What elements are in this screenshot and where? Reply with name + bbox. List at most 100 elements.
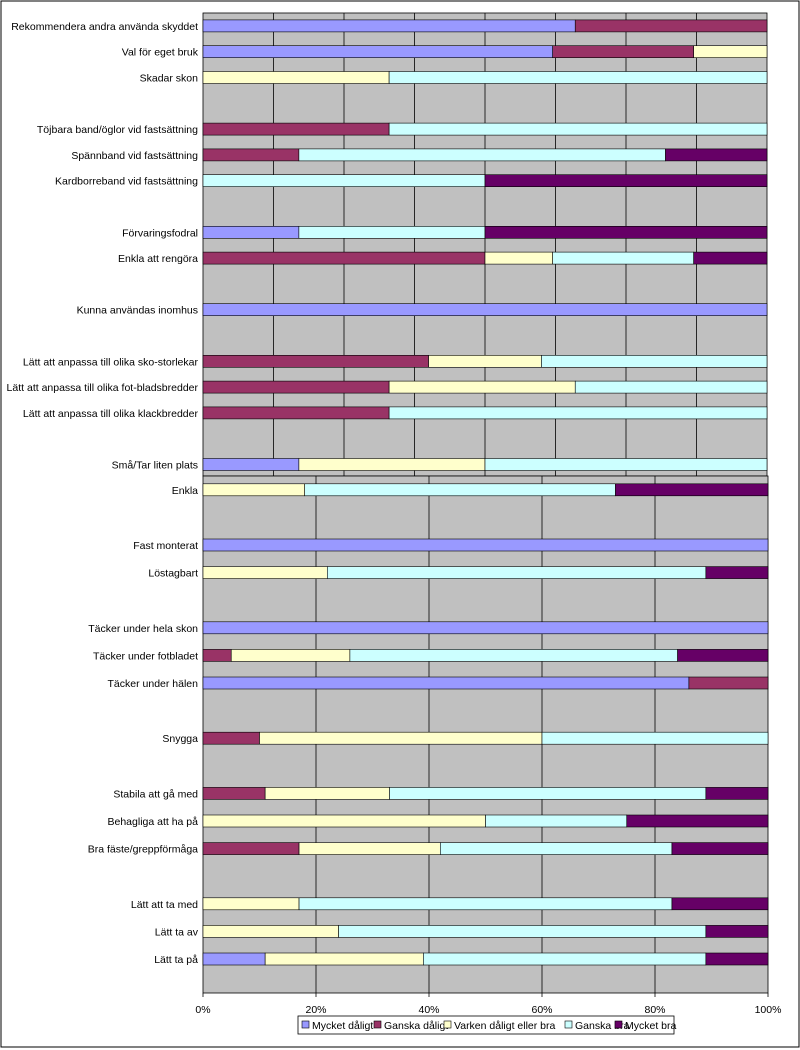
bar-segment-ganska-daligt: [202, 406, 390, 420]
row-label-forvaringsfodral: Förvaringsfodral: [122, 227, 198, 239]
legend-swatch-varken-daligt-eller-bra: [443, 1020, 452, 1029]
row-label-fast-monterat: Fast monterat: [133, 540, 198, 552]
bar-segment-ganska-bra: [349, 649, 678, 662]
row-label-rekommendera-andra-anvanda-skyddet: Rekommendera andra använda skyddet: [11, 21, 198, 33]
bar-segment-mycket-bra: [665, 148, 768, 162]
x-tick-label: 60%: [531, 1004, 552, 1016]
bar-segment-ganska-bra: [338, 925, 707, 938]
row-label-latt-ta-av: Lätt ta av: [155, 926, 199, 938]
row-label-bra-faste-greppformaga: Bra fäste/greppförmåga: [88, 844, 198, 856]
row-label-latt-att-anpassa-till-olika-fot-bladsbredder: Lätt att anpassa till olika fot-bladsbre…: [7, 382, 199, 394]
row-label-latt-att-anpassa-till-olika-klackbredder: Lätt att anpassa till olika klackbredder: [23, 408, 199, 420]
legend-box: [297, 1015, 675, 1035]
bar-segment-ganska-daligt: [202, 787, 266, 800]
bar-segment-ganska-daligt: [202, 842, 300, 855]
bar-segment-ganska-bra: [439, 842, 673, 855]
bar-segment-ganska-bra: [388, 406, 768, 420]
x-tick-label: 80%: [644, 1004, 665, 1016]
bar-segment-varken-daligt-eller-bra: [202, 71, 390, 84]
bar-segment-ganska-bra: [485, 814, 628, 828]
row-label-latt-att-anpassa-till-olika-sko-storlekar: Lätt att anpassa till olika sko-storleka…: [23, 356, 199, 368]
chart-panel-1: Rekommendera andra använda skyddet Val fö…: [7, 12, 768, 477]
legend-label-mycket-daligt: Mycket dåligt: [312, 1020, 373, 1032]
row-label-tojbara-band-oglor-vid-fastsattning: Töjbara band/öglor vid fastsättning: [37, 124, 198, 136]
bar-segment-mycket-bra: [705, 952, 769, 966]
bar-segment-varken-daligt-eller-bra: [202, 814, 486, 828]
bar-segment-mycket-bra: [626, 814, 769, 828]
bar-segment-ganska-daligt: [552, 45, 694, 59]
bar-segment-ganska-daligt: [202, 731, 260, 745]
bar-segment-varken-daligt-eller-bra: [693, 45, 768, 59]
bar-segment-mycket-bra: [615, 483, 769, 497]
row-label-stabila-att-ga-med: Stabila att gå med: [113, 788, 198, 800]
legend-swatch-mycket-bra: [614, 1020, 623, 1029]
legend-label-varken-daligt-eller-bra: Varken dåligt eller bra: [454, 1020, 556, 1032]
bar-segment-mycket-bra: [671, 897, 769, 911]
x-tick-label: 40%: [418, 1004, 439, 1016]
bar-segment-varken-daligt-eller-bra: [230, 649, 351, 662]
bar-segment-ganska-daligt: [202, 354, 429, 368]
row-label-tacker-under-halen: Täcker under hälen: [108, 678, 199, 690]
bar-segment-ganska-daligt: [574, 19, 768, 33]
bar-segment-ganska-bra: [423, 952, 707, 966]
bar-segment-varken-daligt-eller-bra: [202, 566, 328, 579]
row-label-enkla-att-rengora: Enkla att rengöra: [118, 253, 198, 265]
bar-segment-ganska-bra: [298, 148, 666, 162]
bar-segment-ganska-bra: [326, 566, 707, 579]
row-label-lostagbart: Löstagbart: [148, 568, 198, 580]
row-label-snygga: Snygga: [162, 733, 198, 745]
bar-segment-ganska-bra: [541, 354, 768, 368]
bar-segment-ganska-bra: [298, 897, 673, 911]
row-label-val-for-eget-bruk: Val för eget bruk: [122, 47, 199, 59]
row-label-enkla: Enkla: [172, 485, 198, 497]
bar-segment-varken-daligt-eller-bra: [202, 897, 300, 911]
bar-segment-mycket-bra: [705, 566, 769, 579]
bar-segment-mycket-daligt: [202, 303, 768, 317]
bar-segment-ganska-daligt: [202, 251, 486, 265]
legend-swatch-ganska-bra: [564, 1020, 573, 1029]
row-label-behagliga-att-ha-pa: Behagliga att ha på: [108, 816, 199, 828]
row-label-tacker-under-fotbladet: Täcker under fotbladet: [93, 650, 198, 662]
bar-segment-ganska-bra: [388, 122, 768, 136]
bar-segment-mycket-daligt: [202, 458, 300, 471]
bar-segment-mycket-daligt: [202, 19, 576, 33]
bar-segment-ganska-bra: [202, 174, 486, 187]
row-label-kardborreband-vid-fastsattning: Kardborreband vid fastsättning: [55, 176, 198, 188]
bar-segment-mycket-daligt: [202, 621, 769, 635]
x-tick-label: 20%: [305, 1004, 326, 1016]
bar-segment-varken-daligt-eller-bra: [259, 731, 543, 745]
bar-segment-mycket-daligt: [202, 226, 300, 239]
bar-segment-ganska-daligt: [202, 649, 232, 662]
row-label-latt-ta-pa: Lätt ta på: [154, 954, 198, 966]
legend-swatch-mycket-daligt: [301, 1020, 310, 1029]
bar-segment-varken-daligt-eller-bra: [264, 952, 424, 966]
chart-panel-2: Enkla Fast monterat Löstagbart Täcker under…: [88, 475, 769, 994]
bar-segment-ganska-daligt: [202, 122, 390, 136]
bar-segment-mycket-bra: [677, 649, 769, 662]
bar-segment-mycket-daligt: [202, 676, 690, 690]
bar-segment-mycket-daligt: [202, 952, 266, 966]
bar-segment-varken-daligt-eller-bra: [484, 251, 553, 265]
row-label-kunna-anvandas-inomhus: Kunna användas inomhus: [77, 305, 198, 317]
bar-segment-mycket-daligt: [202, 538, 769, 552]
bar-segment-varken-daligt-eller-bra: [298, 458, 486, 471]
bar-segment-ganska-daligt: [202, 148, 300, 162]
bar-segment-varken-daligt-eller-bra: [202, 483, 305, 497]
legend-swatch-ganska-daligt: [373, 1020, 382, 1029]
bar-segment-ganska-bra: [388, 71, 768, 84]
legend-label-mycket-bra: Mycket bra: [625, 1020, 677, 1032]
bar-segment-varken-daligt-eller-bra: [428, 354, 542, 368]
bar-segment-mycket-bra: [705, 925, 769, 938]
row-label-latt-att-ta-med: Lätt att ta med: [131, 899, 198, 911]
bar-segment-mycket-bra: [484, 174, 768, 187]
bar-segment-varken-daligt-eller-bra: [202, 925, 339, 938]
bar-segment-ganska-daligt: [688, 676, 769, 690]
x-tick-label: 0%: [195, 1004, 210, 1016]
bar-segment-ganska-bra: [552, 251, 694, 265]
row-label-spannband-vid-fastsattning: Spännband vid fastsättning: [71, 150, 198, 162]
bar-segment-mycket-bra: [671, 842, 769, 855]
bar-segment-ganska-daligt: [202, 380, 390, 394]
bar-segment-ganska-bra: [541, 731, 769, 745]
row-label-sma-tar-liten-plats: Små/Tar liten plats: [112, 460, 198, 472]
